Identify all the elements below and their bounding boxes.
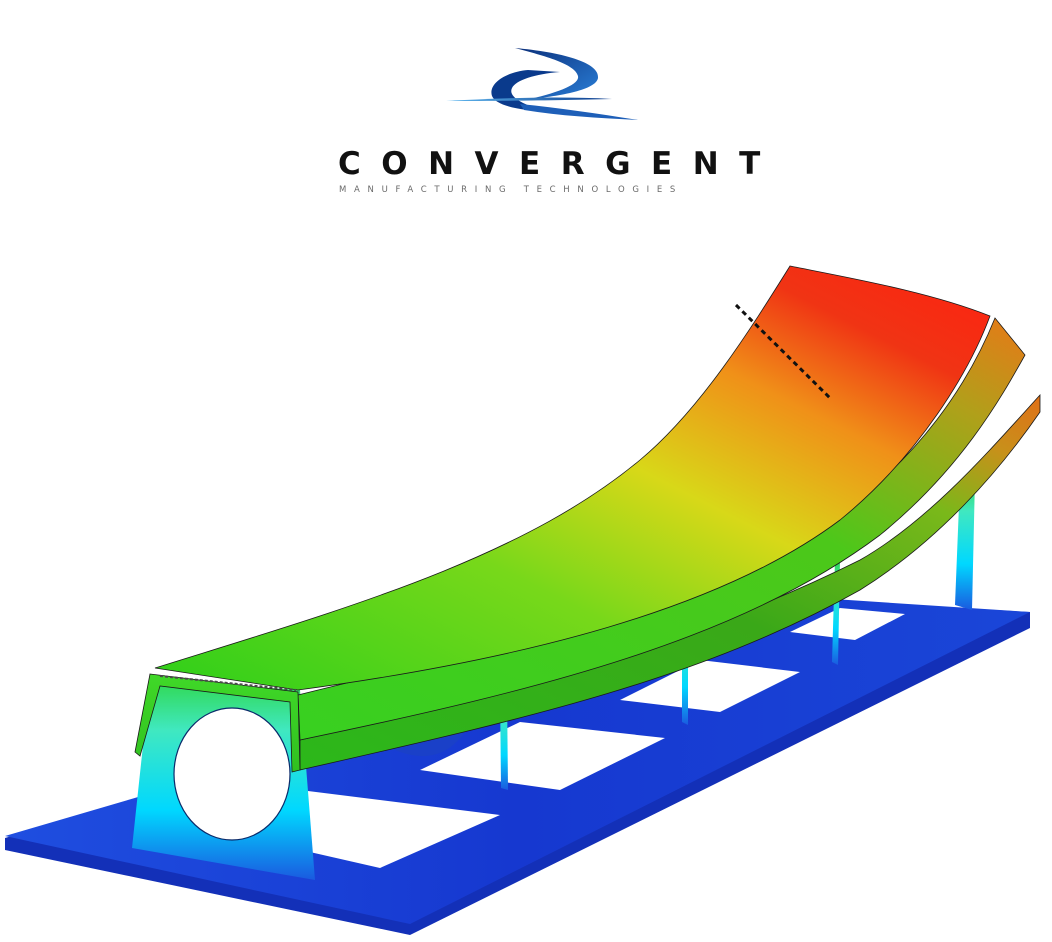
logo-area: CONVERGENT MANUFACTURING TECHNOLOGIES xyxy=(0,0,1052,220)
support-ribs xyxy=(132,478,975,880)
measurement-dashed-line xyxy=(734,303,832,400)
part-top-surface xyxy=(154,265,991,691)
part-end-flange xyxy=(134,673,301,773)
brand-name: CONVERGENT xyxy=(338,146,781,182)
brand-tagline: MANUFACTURING TECHNOLOGIES xyxy=(339,185,684,195)
convergent-swoosh-logo-icon xyxy=(446,48,638,120)
